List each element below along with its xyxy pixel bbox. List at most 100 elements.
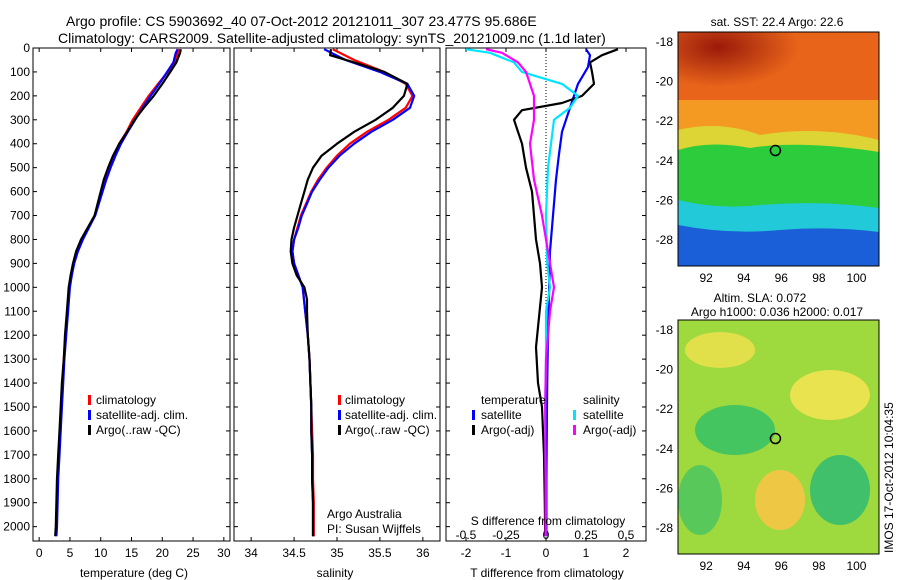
x-tick-label: 34 — [244, 546, 258, 560]
map-x-tick-label: 92 — [699, 559, 713, 573]
map-y-tick-label: -22 — [656, 402, 674, 416]
x-tick-label: 0 — [36, 546, 43, 560]
depth-tick-label: 300 — [10, 113, 30, 127]
salinity-axes — [233, 47, 441, 542]
depth-tick-label: 1400 — [3, 376, 30, 390]
x-tick-label: 20 — [156, 546, 170, 560]
map-x-tick-label: 100 — [846, 271, 866, 285]
depth-tick-label: 1200 — [3, 328, 30, 342]
depth-tick-label: 1900 — [3, 496, 30, 510]
map-x-tick-label: 96 — [775, 559, 789, 573]
legend-swatch-climatology — [338, 395, 341, 405]
salinity-legend: climatology satellite-adj. clim. Argo(..… — [338, 393, 437, 437]
sla-green-patch — [810, 455, 870, 525]
series-line-satellite-adj-clim- — [55, 48, 179, 537]
x-tick-label: 0 — [543, 546, 550, 560]
depth-tick-label: 1300 — [3, 352, 30, 366]
legend-title-salinity: salinity — [583, 393, 620, 407]
map-x-tick-label: 98 — [812, 559, 826, 573]
map-x-tick-label: 100 — [846, 559, 866, 573]
series-line-temperature-argo-adj- — [512, 48, 619, 537]
map-y-tick-label: -28 — [656, 233, 674, 247]
series-line-salinity-satellite — [465, 48, 580, 537]
series-line-argo-raw-qc- — [289, 49, 409, 537]
map-y-tick-label: -26 — [656, 194, 674, 208]
depth-tick-label: 100 — [10, 65, 30, 79]
profile-location-marker — [769, 144, 782, 157]
difference-legend: temperature satellite Argo(-adj) salinit… — [472, 393, 636, 437]
depth-tick-label: 700 — [10, 209, 30, 223]
x-tick-label: 36 — [416, 546, 430, 560]
sst-zone-green — [678, 144, 879, 212]
legend-label-climatology: climatology — [96, 393, 156, 407]
temperature-xlabel: temperature (deg C) — [80, 566, 188, 580]
x-tick-label: 1 — [583, 546, 590, 560]
legend-title-temperature: temperature — [481, 393, 546, 407]
sla-map — [678, 320, 879, 554]
x-tick-label: 5 — [67, 546, 74, 560]
series-line-salinity-argo-adj- — [485, 48, 556, 537]
x-tick-label: -2 — [461, 546, 472, 560]
profile-lines — [289, 48, 416, 537]
series-line-temperature-satellite — [545, 48, 592, 537]
legend-label-argo: Argo(..raw -QC) — [345, 423, 430, 437]
depth-tick-label: 1000 — [3, 280, 30, 294]
difference-xlabel-bottom: T difference from climatology — [470, 566, 624, 580]
sla-map-title: Altim. SLA: 0.072 — [714, 291, 807, 305]
pi-annotation: PI: Susan Wijffels — [327, 522, 421, 536]
map-y-tick-label: -20 — [656, 363, 674, 377]
sst-map-title: sat. SST: 22.4 Argo: 22.6 — [711, 15, 844, 29]
series-line-satellite-adj-clim- — [291, 48, 416, 537]
x-tick-label: 35.5 — [368, 546, 392, 560]
institution-annotation: Argo Australia — [327, 507, 402, 521]
legend-label-climatology: climatology — [345, 393, 405, 407]
legend-swatch-climatology — [88, 395, 91, 405]
x-tick-label: 25 — [186, 546, 200, 560]
depth-tick-label: 2000 — [3, 520, 30, 534]
depth-tick-label: 800 — [10, 232, 30, 246]
imos-timestamp: IMOS 17-Oct-2012 10:04:35 — [882, 402, 896, 553]
temperature-legend: climatology satellite-adj. clim. Argo(..… — [88, 393, 188, 437]
legend-swatch-satellite — [338, 410, 341, 420]
sla-yellow-patch — [755, 470, 805, 530]
x-tick-label: 15 — [125, 546, 139, 560]
sla-yellow-patch — [790, 370, 870, 420]
series-line-climatology — [291, 48, 414, 537]
depth-tick-label: 0 — [23, 41, 30, 55]
legend-label-sal-satellite: satellite — [583, 408, 624, 422]
map-x-tick-label: 94 — [737, 271, 751, 285]
depth-tick-label: 1100 — [4, 304, 30, 318]
legend-label-sal-argo: Argo(-adj) — [583, 423, 636, 437]
map-y-tick-label: -26 — [656, 482, 674, 496]
map-x-tick-label: 96 — [775, 271, 789, 285]
map-y-tick-label: -22 — [656, 114, 674, 128]
map-x-tick-label: 94 — [737, 559, 751, 573]
map-y-tick-label: -24 — [656, 442, 674, 456]
depth-tick-label: 1500 — [3, 400, 30, 414]
sla-green-patch — [678, 465, 722, 535]
figure-title-line2: Climatology: CARS2009. Satellite-adjuste… — [58, 30, 606, 46]
sst-map — [678, 32, 879, 266]
depth-tick-label: 600 — [10, 185, 30, 199]
legend-swatch-temp-satellite — [472, 410, 475, 420]
legend-swatch-sal-argo — [573, 425, 576, 435]
sst-warm-blob — [678, 32, 879, 132]
legend-label-argo: Argo(..raw -QC) — [96, 423, 181, 437]
map-x-tick-label: 92 — [699, 271, 713, 285]
x-top-tick-label: 0.5 — [618, 528, 635, 542]
sla-map-frame — [677, 319, 880, 555]
x-tick-label: 2 — [623, 546, 630, 560]
x-top-tick-label: 0.25 — [574, 528, 598, 542]
x-tick-label: 34.5 — [282, 546, 306, 560]
sst-zone-blue — [678, 225, 879, 266]
profile-location-marker — [769, 432, 782, 445]
x-tick-label: -1 — [501, 546, 512, 560]
legend-label-satellite: satellite-adj. clim. — [345, 408, 437, 422]
sla-map-subtitle: Argo h1000: 0.036 h2000: 0.017 — [691, 305, 863, 319]
salinity-xlabel: salinity — [317, 566, 354, 580]
sst-map-frame — [677, 31, 880, 267]
map-y-tick-label: -24 — [656, 154, 674, 168]
difference-xlabel-top: S difference from climatology — [471, 514, 626, 528]
x-tick-label: 30 — [217, 546, 231, 560]
